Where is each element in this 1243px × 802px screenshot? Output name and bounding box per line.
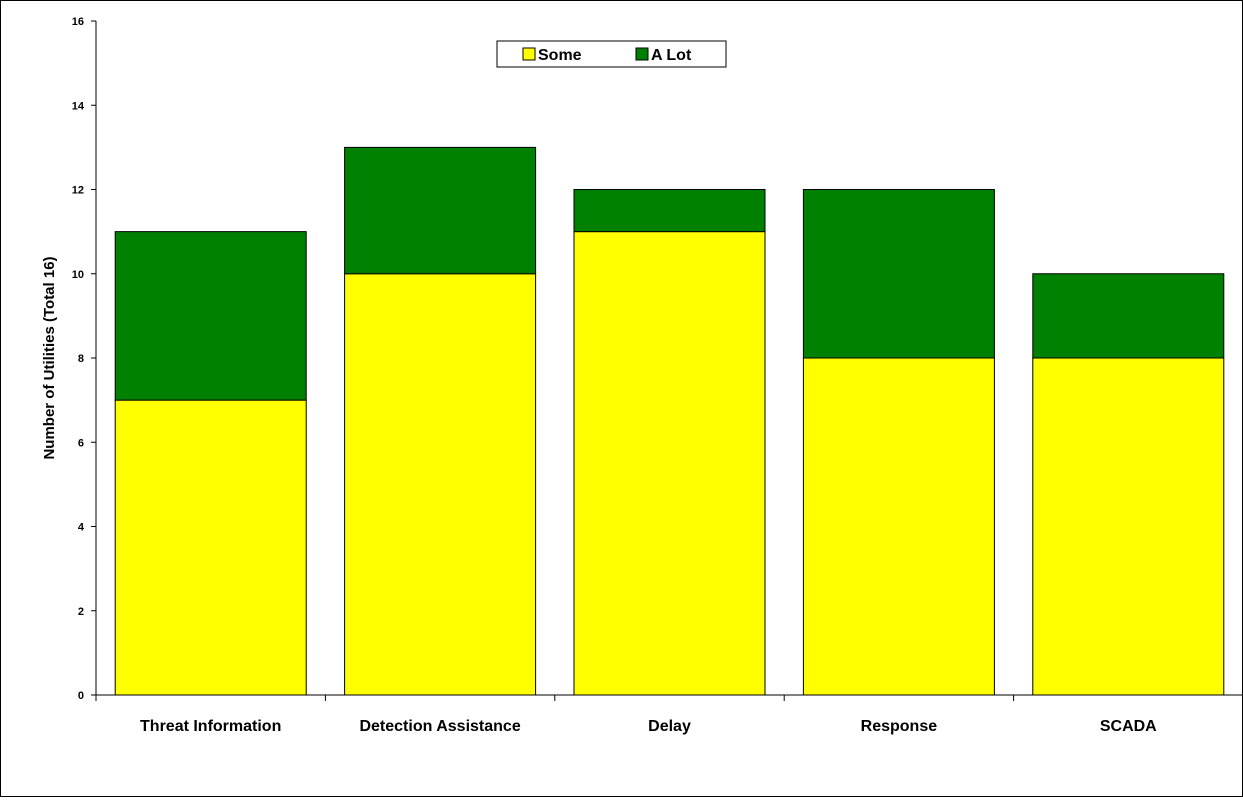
y-tick-label: 16 (72, 16, 84, 28)
bar-a-lot (1032, 273, 1225, 359)
legend-label: A Lot (651, 47, 692, 64)
y-tick-label: 14 (72, 100, 85, 112)
x-tick-label: Threat Information (140, 718, 281, 735)
y-tick-label: 8 (78, 353, 84, 365)
legend: Some A Lot (496, 40, 727, 68)
x-tick-label: Detection Assistance (359, 718, 520, 735)
bar-some (1032, 357, 1225, 696)
x-tick-label: Delay (648, 718, 691, 735)
legend-swatch (522, 47, 536, 61)
y-tick-label: 6 (78, 437, 84, 449)
legend-swatch (635, 47, 649, 61)
y-tick-label: 10 (72, 269, 84, 281)
bar-a-lot (344, 146, 537, 275)
y-tick-label: 4 (78, 522, 85, 534)
bar-a-lot (802, 189, 995, 359)
legend-label: Some (538, 47, 582, 64)
bar-some (114, 399, 307, 696)
bar-a-lot (114, 231, 307, 401)
ticks: 0 2 4 6 8 10 12 14 16 Threat Information Detection… (72, 16, 1243, 735)
y-tick-label: 0 (78, 690, 84, 702)
y-axis-label: Number of Utilities (Total 16) (41, 256, 58, 459)
y-tick-label: 12 (72, 185, 84, 197)
bars (114, 146, 1225, 696)
x-tick-label: SCADA (1100, 718, 1157, 735)
y-tick-label: 2 (78, 606, 84, 618)
bar-a-lot (573, 189, 766, 233)
x-tick-label: Response (861, 718, 938, 735)
bar-some (802, 357, 995, 696)
bar-some (573, 231, 766, 696)
bar-some (344, 273, 537, 696)
